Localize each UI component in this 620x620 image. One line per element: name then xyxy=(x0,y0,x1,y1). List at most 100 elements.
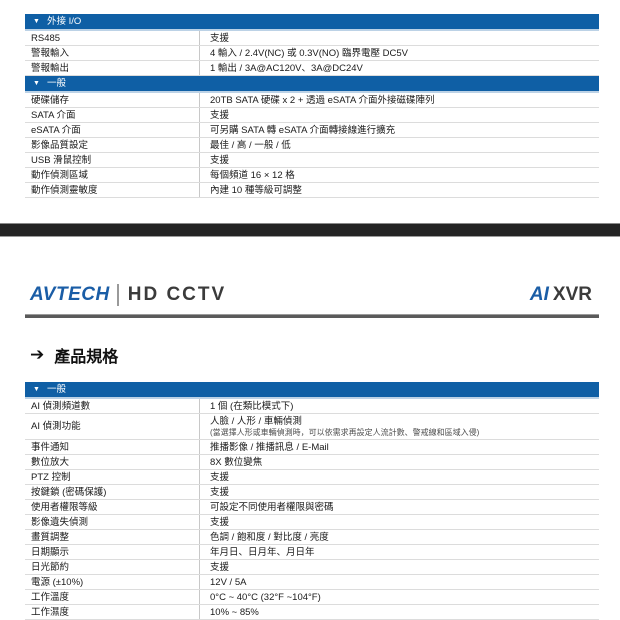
row-value-text: 支援 xyxy=(210,486,230,498)
row-label: 按鍵鎖 (密碼保護) xyxy=(31,486,107,498)
table-row: 警報輸出 1 輸出 / 3A@AC120V、3A@DC24V xyxy=(25,61,599,76)
row-value-text: 支援 xyxy=(210,516,230,528)
hd-cctv-wordmark: HD CCTV xyxy=(127,284,227,305)
ai-wordmark: AI xyxy=(529,284,549,305)
row-label: 動作偵測靈敏度 xyxy=(31,184,98,196)
triangle-down-icon: ▼ xyxy=(33,18,40,25)
row-value-text: 最佳 / 高 / 一般 / 低 xyxy=(210,139,291,151)
row-value-text: 年月日、日月年、月日年 xyxy=(210,546,315,558)
row-label: AI 偵測頻道數 xyxy=(31,400,91,412)
table-row: 警報輸入 4 輸入 / 2.4V(NC) 或 0.3V(NO) 臨界電壓 DC5V xyxy=(25,46,599,61)
table-row: 工作溫度 0°C ~ 40°C (32°F ~104°F) xyxy=(25,590,599,605)
row-label: 工作濕度 xyxy=(31,606,70,618)
table-row: SATA 介面 支援 xyxy=(25,108,599,123)
row-value-text: 4 輸入 / 2.4V(NC) 或 0.3V(NO) 臨界電壓 DC5V xyxy=(210,47,408,59)
row-value: 支援 xyxy=(199,485,599,499)
row-value: 色調 / 飽和度 / 對比度 / 亮度 xyxy=(199,530,599,544)
row-value-text: 色調 / 飽和度 / 對比度 / 亮度 xyxy=(210,531,329,543)
triangle-down-icon: ▼ xyxy=(33,386,40,393)
section-header: ▼ 一般 xyxy=(25,76,599,93)
row-label: RS485 xyxy=(31,32,61,44)
row-label: 日期顯示 xyxy=(31,546,70,558)
row-label: 影像品質設定 xyxy=(31,139,89,151)
row-value: 每個頻道 16 × 12 格 xyxy=(199,168,599,182)
table-row: AI 偵測功能 人臉 / 人形 / 車輛偵測 (當選擇人形或車輛偵測時，可以依需求再… xyxy=(25,414,599,440)
row-value: 支援 xyxy=(199,153,599,167)
row-value: 0°C ~ 40°C (32°F ~104°F) xyxy=(199,590,599,604)
ai-xvr-logo: AI XVR xyxy=(530,284,592,306)
row-value-text: 0°C ~ 40°C (32°F ~104°F) xyxy=(210,591,321,603)
page-separator-bar xyxy=(0,223,620,237)
row-value: 支援 xyxy=(199,470,599,484)
row-value: 年月日、日月年、月日年 xyxy=(199,545,599,559)
row-value: 可另購 SATA 轉 eSATA 介面轉接線進行擴充 xyxy=(199,123,599,137)
row-label: 事件通知 xyxy=(31,441,70,453)
row-value-text: 20TB SATA 硬碟 x 2 + 透過 eSATA 介面外接磁碟陣列 xyxy=(210,94,435,106)
table-row: AI 偵測頻道數 1 個 (在類比模式下) xyxy=(25,399,599,414)
table-row: 日光節約 支援 xyxy=(25,560,599,575)
row-value-text: 內建 10 種等級可調整 xyxy=(210,184,302,196)
row-value-text: 支援 xyxy=(210,471,230,483)
row-value-text: 每個頻道 16 × 12 格 xyxy=(210,169,295,181)
row-label: SATA 介面 xyxy=(31,109,76,121)
row-value-text: 推播影像 / 推播訊息 / E-Mail xyxy=(210,441,329,453)
row-value: 支援 xyxy=(199,515,599,529)
row-label: 數位放大 xyxy=(31,456,70,468)
row-value-text: 1 輸出 / 3A@AC120V、3A@DC24V xyxy=(210,62,363,74)
row-label: 警報輸入 xyxy=(31,47,70,59)
row-value-text: 人臉 / 人形 / 車輛偵測 xyxy=(210,415,302,427)
row-value: 4 輸入 / 2.4V(NC) 或 0.3V(NO) 臨界電壓 DC5V xyxy=(199,46,599,60)
table-row: PTZ 控制 支援 xyxy=(25,470,599,485)
section-title: 外接 I/O xyxy=(46,16,82,27)
table-row: 數位放大 8X 數位變焦 xyxy=(25,455,599,470)
row-value: 人臉 / 人形 / 車輛偵測 (當選擇人形或車輛偵測時，可以依需求再設定人流計數、… xyxy=(199,414,599,439)
row-value-text: 支援 xyxy=(210,109,230,121)
row-value: 內建 10 種等級可調整 xyxy=(199,183,599,197)
table-row: 畫質調整 色調 / 飽和度 / 對比度 / 亮度 xyxy=(25,530,599,545)
avtech-logo: AVTECH HD CCTV xyxy=(30,284,226,306)
table-row: 使用者權限等級 可設定不同使用者權限與密碼 xyxy=(25,500,599,515)
xvr-wordmark: XVR xyxy=(552,284,592,305)
arrow-right-icon: ➔ xyxy=(30,345,45,364)
logo-divider xyxy=(116,284,119,306)
table-row: eSATA 介面 可另購 SATA 轉 eSATA 介面轉接線進行擴充 xyxy=(25,123,599,138)
table-row: 按鍵鎖 (密碼保護) 支援 xyxy=(25,485,599,500)
row-value: 支援 xyxy=(199,31,599,45)
external-io-general-table: ▼ 外接 I/O RS485 支援 警報輸入 4 輸入 / 2.4V(NC) 或 0.3V… xyxy=(25,14,599,198)
row-value: 20TB SATA 硬碟 x 2 + 透過 eSATA 介面外接磁碟陣列 xyxy=(199,93,599,107)
table-row: 動作偵測區域 每個頻道 16 × 12 格 xyxy=(25,168,599,183)
row-label: 工作溫度 xyxy=(31,591,70,603)
row-label: 影像遺失偵測 xyxy=(31,516,89,528)
table-row: 事件通知 推播影像 / 推播訊息 / E-Mail xyxy=(25,440,599,455)
row-label: 警報輸出 xyxy=(31,62,70,74)
brand-header: AVTECH HD CCTV AI XVR xyxy=(30,282,592,308)
page-title: 產品規格 xyxy=(54,349,119,366)
product-spec-general-table: ▼ 一般 AI 偵測頻道數 1 個 (在類比模式下) AI 偵測功能 人臉 / 人形 / … xyxy=(25,382,599,620)
section-header: ▼ 外接 I/O xyxy=(25,14,599,31)
row-value: 可設定不同使用者權限與密碼 xyxy=(199,500,599,514)
spec-sheet-page: ▼ 外接 I/O RS485 支援 警報輸入 4 輸入 / 2.4V(NC) 或 0.3V… xyxy=(0,14,620,620)
table-row: 電源 (±10%) 12V / 5A xyxy=(25,575,599,590)
table-row: RS485 支援 xyxy=(25,31,599,46)
row-value-text: 10% ~ 85% xyxy=(210,606,259,618)
row-value-text: 可另購 SATA 轉 eSATA 介面轉接線進行擴充 xyxy=(210,124,396,136)
row-value: 8X 數位變焦 xyxy=(199,455,599,469)
row-value: 支援 xyxy=(199,560,599,574)
row-value-text: 支援 xyxy=(210,154,230,166)
row-label: 動作偵測區域 xyxy=(31,169,89,181)
row-value: 支援 xyxy=(199,108,599,122)
table-row: 影像品質設定 最佳 / 高 / 一般 / 低 xyxy=(25,138,599,153)
row-value: 1 個 (在類比模式下) xyxy=(199,399,599,413)
table-row: 動作偵測靈敏度 內建 10 種等級可調整 xyxy=(25,183,599,198)
row-value-text: 支援 xyxy=(210,32,230,44)
product-spec-heading: ➔ 產品規格 xyxy=(30,343,620,367)
row-value-text: 支援 xyxy=(210,561,230,573)
row-label: eSATA 介面 xyxy=(31,124,81,136)
row-label: AI 偵測功能 xyxy=(31,421,81,432)
row-value-text: 1 個 (在類比模式下) xyxy=(210,400,294,412)
row-value: 10% ~ 85% xyxy=(199,605,599,619)
table-row: USB 滑鼠控制 支援 xyxy=(25,153,599,168)
row-label: 電源 (±10%) xyxy=(31,576,84,588)
row-value: 推播影像 / 推播訊息 / E-Mail xyxy=(199,440,599,454)
section-header: ▼ 一般 xyxy=(25,382,599,399)
